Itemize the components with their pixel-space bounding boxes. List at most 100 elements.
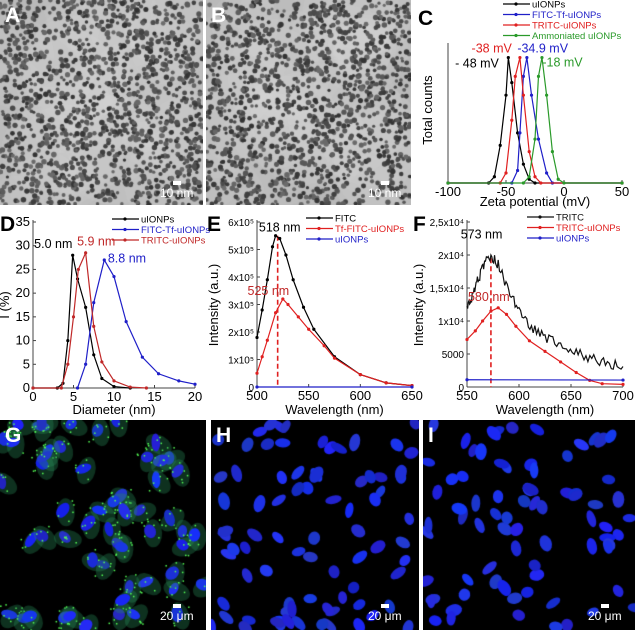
y-axis-label: Intensity (a.u.): [411, 264, 426, 346]
scale-bar-h: 20 μm: [368, 604, 402, 623]
data-point: [527, 150, 531, 154]
data-point: [410, 385, 414, 389]
data-point: [307, 327, 311, 331]
x-tick-label: 0: [29, 389, 36, 404]
data-point: [510, 118, 514, 122]
panel-label-a: A: [5, 4, 21, 27]
data-point: [193, 382, 197, 386]
legend-marker: [514, 33, 518, 38]
data-point: [358, 373, 362, 377]
x-tick-label: 15: [147, 389, 161, 404]
data-point: [518, 55, 522, 60]
panel-label-b: B: [211, 4, 227, 27]
data-point: [496, 306, 500, 310]
legend-label: uIONPs: [532, 0, 566, 11]
data-point: [312, 327, 316, 331]
x-tick-label: -100: [435, 184, 461, 199]
y-tick-label: 2x10⁵: [228, 328, 254, 339]
peak-annotation: 580 nm: [468, 290, 510, 304]
legend-label: FITC-Tf-uIONPs: [532, 10, 601, 21]
peak-annotation: 5.0 nm: [34, 237, 72, 251]
scale-bar-a: 10 nm: [160, 181, 193, 200]
data-point: [559, 360, 563, 364]
peak-annotation: -34.9 mV: [517, 42, 568, 56]
legend-label: FITC: [335, 214, 356, 225]
legend-marker: [123, 238, 127, 242]
peak-annotation: -38 mV: [472, 42, 513, 56]
data-point: [71, 253, 75, 257]
legend-label: Ammoniated uIONPs: [532, 31, 621, 42]
data-point: [504, 312, 509, 316]
y-tick-label: 10: [16, 333, 30, 348]
data-point: [265, 338, 269, 342]
data-point: [446, 181, 450, 185]
series-line-tritc-uionps: [466, 307, 624, 385]
legend-label: uIONPs: [556, 234, 590, 245]
legend-label: uIONPs: [141, 215, 175, 226]
data-point: [76, 267, 80, 272]
data-point: [510, 81, 514, 85]
data-point: [527, 339, 532, 343]
scale-bar-label: 20 μm: [368, 609, 402, 623]
x-tick-label: 600: [349, 388, 371, 403]
legend-label: FITC-Tf-uIONPs: [141, 225, 210, 236]
data-point: [521, 181, 526, 185]
data-point: [621, 378, 625, 382]
data-point: [533, 175, 537, 179]
x-tick-label: 550: [456, 388, 478, 403]
x-tick-label: 600: [508, 388, 530, 403]
data-point: [384, 381, 388, 385]
panel-label-c: C: [418, 7, 433, 30]
x-tick-label: -50: [497, 184, 516, 199]
data-point: [621, 382, 625, 386]
scale-bar-label: 20 μm: [160, 609, 194, 623]
data-point: [177, 379, 181, 383]
x-tick-label: 20: [188, 389, 202, 404]
x-tick-label: 500: [246, 388, 268, 403]
data-point: [66, 362, 70, 366]
y-tick-label: 1x10⁵: [228, 356, 254, 367]
x-tick-label: 700: [612, 388, 634, 403]
legend-marker: [123, 217, 127, 221]
x-axis-label: Zeta potential (mV): [480, 194, 591, 209]
data-point: [84, 362, 88, 366]
data-point: [322, 344, 326, 348]
data-point: [516, 131, 520, 135]
panel-label-h: H: [216, 424, 232, 447]
data-point: [504, 171, 508, 175]
data-point: [270, 245, 275, 249]
x-axis-label: Wavelength (nm): [285, 402, 384, 417]
peak-annotation: 573 nm: [461, 228, 503, 242]
legend-label: TRITC-uIONPs: [141, 236, 206, 247]
legend-label: Tf-FITC-uIONPs: [335, 224, 404, 235]
y-tick-label: 30: [16, 238, 30, 253]
data-point: [278, 236, 282, 241]
y-tick-label: 15: [16, 309, 30, 324]
chart-panel-e: E 500 550 600 650 0 1x10⁵ 2x10⁵ 3x10⁵ 4x10⁵ 5x10⁵ 6…: [206, 213, 423, 417]
data-point: [465, 378, 469, 382]
y-tick-label: 4x10⁵: [228, 273, 254, 284]
legend-marker: [538, 215, 542, 219]
data-point: [84, 251, 88, 255]
x-tick-label: 50: [615, 184, 629, 199]
series-line-fitc-tf-uionps: [448, 57, 622, 184]
legend-label: TRITC: [556, 213, 584, 224]
data-point: [332, 356, 337, 360]
data-point: [516, 168, 520, 173]
data-point: [527, 175, 531, 179]
legend-marker: [514, 23, 518, 27]
data-point: [514, 324, 518, 328]
data-point: [504, 93, 508, 97]
panel-label-i: I: [428, 424, 434, 447]
data-point: [274, 311, 278, 315]
y-tick-label: 20: [16, 285, 30, 300]
legend-marker: [123, 227, 127, 232]
data-point: [112, 274, 116, 279]
data-point: [140, 355, 144, 359]
data-point: [92, 353, 96, 357]
data-point: [540, 55, 544, 60]
x-tick-label: 5: [70, 389, 77, 404]
peak-annotation: -18 mV: [542, 55, 583, 69]
y-tick-label: 5: [23, 356, 30, 371]
